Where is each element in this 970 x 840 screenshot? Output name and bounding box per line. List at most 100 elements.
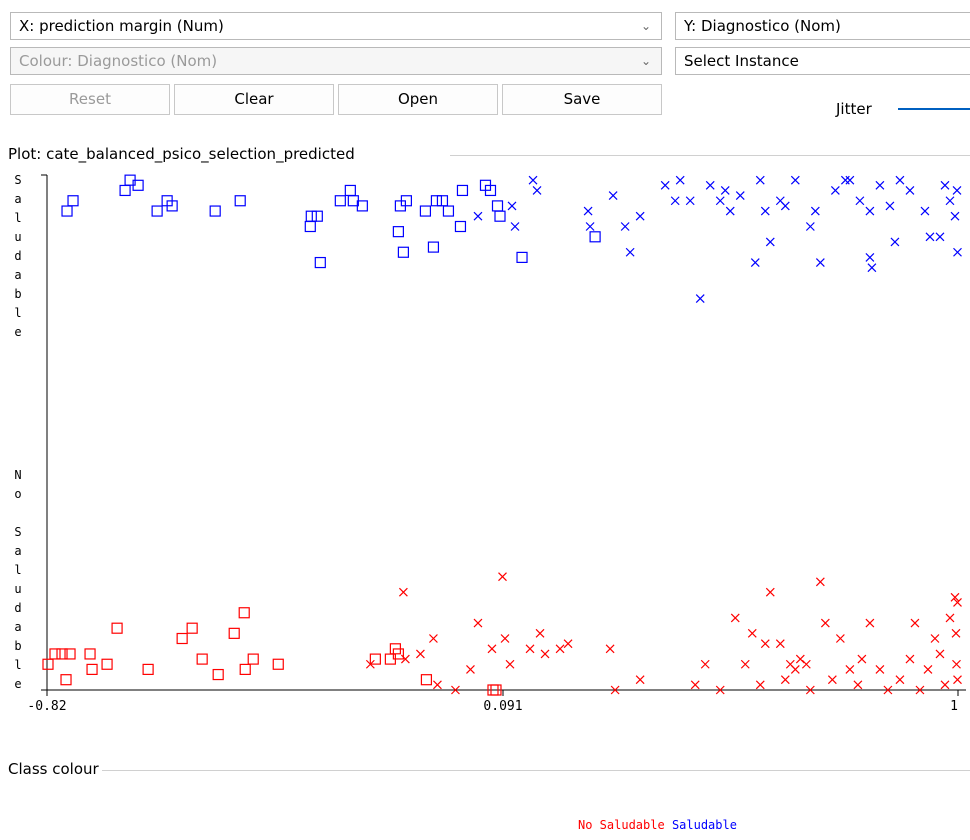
cross-point	[865, 206, 875, 216]
cross-point	[952, 659, 961, 669]
square-point	[419, 205, 432, 217]
cross-point	[735, 191, 745, 201]
cross-point	[830, 186, 840, 195]
save-button[interactable]: Save	[502, 84, 662, 115]
cross-point	[451, 685, 460, 695]
cross-point	[915, 685, 925, 695]
cross-point	[867, 263, 877, 273]
y-tick-label: Saludable	[11, 173, 25, 344]
cross-point	[740, 659, 750, 669]
square-point	[61, 205, 73, 217]
cross-point	[507, 201, 517, 211]
cross-point	[845, 664, 855, 674]
cross-point	[853, 680, 863, 690]
square-point	[494, 210, 506, 222]
square-point	[490, 684, 502, 696]
square-point	[427, 241, 440, 253]
square-point	[400, 195, 412, 207]
cross-point	[940, 180, 950, 190]
cross-point	[827, 675, 837, 685]
separator	[450, 155, 970, 156]
colour-select: Colour: Diagnostico (Nom) ⌄	[10, 47, 662, 75]
cross-point	[605, 644, 615, 654]
cross-point	[675, 175, 685, 185]
cross-point	[685, 196, 695, 206]
cross-point	[670, 196, 680, 206]
cross-point	[690, 680, 700, 690]
cross-point	[505, 659, 515, 669]
cross-point	[951, 628, 961, 638]
square-point	[272, 658, 284, 670]
cross-point	[890, 237, 900, 247]
cross-point	[473, 211, 483, 221]
square-point	[49, 648, 61, 660]
square-point	[60, 674, 72, 686]
square-point	[454, 220, 467, 233]
cross-point	[875, 664, 885, 674]
cross-point	[905, 654, 915, 664]
cross-point	[755, 175, 765, 185]
cross-point	[583, 206, 593, 216]
cross-point	[695, 294, 705, 304]
cross-point	[720, 186, 730, 195]
square-point	[392, 226, 404, 238]
cross-point	[815, 577, 825, 587]
cross-point	[950, 211, 960, 221]
cross-point	[895, 675, 905, 685]
square-point	[436, 195, 449, 207]
chevron: ⌄	[640, 54, 651, 68]
cross-point	[845, 175, 855, 185]
instance-select[interactable]: Select Instance	[675, 47, 970, 75]
cross-point	[857, 654, 867, 664]
square-point	[239, 663, 251, 676]
square-point	[196, 653, 208, 665]
cross-point	[415, 649, 425, 659]
clear-button[interactable]: Clear	[174, 84, 334, 115]
square-point	[56, 648, 68, 660]
cross-point	[555, 644, 565, 654]
square-point	[369, 653, 381, 665]
square-point	[314, 256, 326, 269]
cross-point	[790, 175, 800, 185]
square-point	[228, 627, 240, 639]
cross-point	[945, 196, 955, 206]
square-point	[212, 668, 224, 681]
y-tick-label: No Saludable	[11, 468, 25, 696]
x-select-text: X: prediction margin (Num)	[19, 17, 224, 35]
square-point	[176, 632, 188, 645]
cross-point	[920, 206, 930, 216]
cross-point	[815, 258, 825, 267]
y-select[interactable]: Y: Diagnostico (Nom)	[675, 12, 970, 40]
cross-point	[608, 191, 618, 201]
square-point	[456, 184, 469, 197]
cross-point	[765, 587, 775, 597]
cross-point	[400, 654, 410, 664]
square-point	[484, 184, 497, 197]
x-tick-label: 1	[950, 699, 958, 714]
square-point	[67, 195, 79, 207]
separator	[102, 770, 970, 771]
x-select[interactable]: X: prediction margin (Num) ⌄	[10, 12, 662, 40]
cross-point	[953, 598, 962, 607]
cross-point	[801, 659, 811, 669]
cross-point	[525, 644, 535, 654]
square-point	[397, 246, 409, 258]
square-point	[101, 658, 113, 670]
jitter-slider[interactable]	[898, 108, 970, 110]
cross-point	[428, 634, 438, 643]
cross-point	[935, 649, 945, 659]
cross-point	[925, 232, 935, 242]
x-tick-label: -0.82	[27, 699, 66, 714]
cross-point	[747, 628, 757, 638]
cross-point	[700, 659, 710, 669]
cross-point	[498, 572, 507, 582]
open-button[interactable]: Open	[338, 84, 498, 115]
cross-point	[473, 618, 483, 628]
cross-point	[935, 232, 945, 242]
cross-point	[835, 634, 845, 643]
cross-point	[760, 639, 770, 649]
cross-point	[620, 222, 630, 231]
square-point	[247, 653, 259, 665]
